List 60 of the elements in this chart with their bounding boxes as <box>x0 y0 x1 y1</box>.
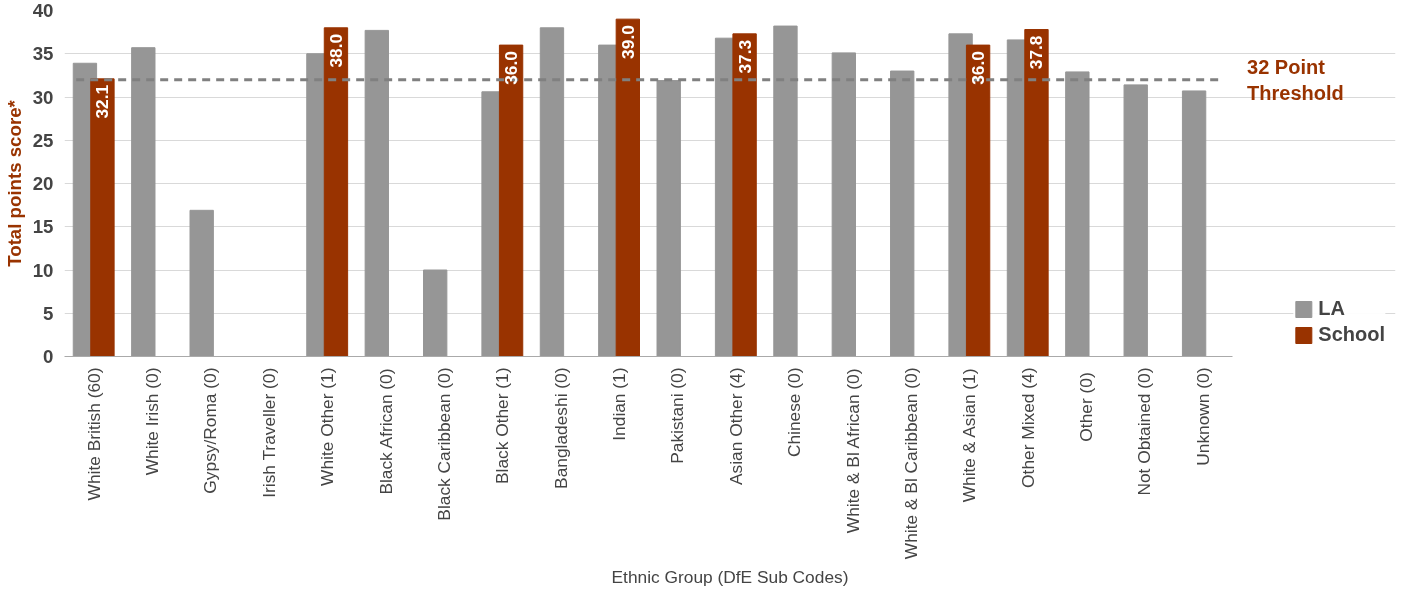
y-tick-label: 10 <box>32 259 54 281</box>
data-label: 32.1 <box>92 84 113 119</box>
ref-line-label: 32 Point Threshold <box>1247 55 1344 104</box>
x-tick-label: White & Bl Caribbean (0) <box>900 367 921 560</box>
x-tick-label: Pakistani (0) <box>667 367 688 464</box>
y-tick-label: 0 <box>43 346 54 367</box>
bar <box>1181 90 1207 357</box>
x-tick-label: White British (60) <box>83 367 104 501</box>
bar <box>364 29 389 357</box>
x-tick-label: Other Mixed (4) <box>1017 367 1038 488</box>
bar <box>890 70 915 357</box>
x-tick-label: Bangladeshi (0) <box>550 367 571 489</box>
bar <box>615 18 641 357</box>
x-tick-label: Unknown (0) <box>1192 367 1213 466</box>
x-tick-label: White & Bl African (0) <box>842 368 863 534</box>
bar <box>498 44 524 357</box>
y-tick-label: 20 <box>32 173 54 194</box>
bar <box>90 78 115 357</box>
x-tick-label: Black Other (1) <box>492 367 513 485</box>
data-label: 37.3 <box>734 39 755 74</box>
x-tick-label: Other (0) <box>1076 372 1097 442</box>
y-tick-label: 15 <box>32 216 54 238</box>
bar <box>831 52 857 357</box>
bar <box>1065 71 1090 357</box>
data-label: 36.0 <box>968 51 989 85</box>
x-tick-label: White Other (1) <box>317 367 338 486</box>
x-tick-label: Indian (1) <box>609 367 630 441</box>
bar <box>1123 84 1148 357</box>
y-tick-label: 25 <box>32 129 54 151</box>
bar <box>131 47 156 357</box>
bar <box>323 27 349 357</box>
y-tick-label: 5 <box>43 302 54 324</box>
bar <box>189 209 214 357</box>
legend-label: LA <box>1318 297 1345 320</box>
data-label: 39.0 <box>617 25 638 59</box>
x-tick-label: Asian Other (4) <box>725 367 746 485</box>
bar <box>656 80 681 357</box>
x-tick-label: Black African (0) <box>375 368 396 495</box>
x-tick-label: Irish Traveller (0) <box>258 367 279 498</box>
y-axis-title: Total points score* <box>3 99 25 267</box>
legend-label: School <box>1318 323 1385 346</box>
y-tick-label: 35 <box>32 43 54 65</box>
x-tick-label: White Irish (0) <box>142 367 163 476</box>
bar <box>539 27 565 357</box>
bar <box>773 25 798 357</box>
x-tick-label: Black Caribbean (0) <box>433 367 454 521</box>
bar <box>732 33 757 357</box>
data-label: 38.0 <box>325 33 346 68</box>
data-label: 37.8 <box>1026 35 1047 70</box>
x-tick-label: Not Obtained (0) <box>1134 367 1155 496</box>
bar <box>965 44 991 357</box>
x-tick-label: White & Asian (1) <box>959 368 980 503</box>
x-axis-title: Ethnic Group (DfE Sub Codes) <box>611 567 849 588</box>
data-label: 36.0 <box>501 51 522 85</box>
x-tick-label: Chinese (0) <box>784 367 805 458</box>
y-tick-label: 30 <box>32 86 54 108</box>
x-tick-label: Gypsy/Roma (0) <box>200 367 221 494</box>
y-tick-label: 40 <box>32 0 54 21</box>
bar <box>1024 29 1049 357</box>
bar <box>423 269 448 357</box>
